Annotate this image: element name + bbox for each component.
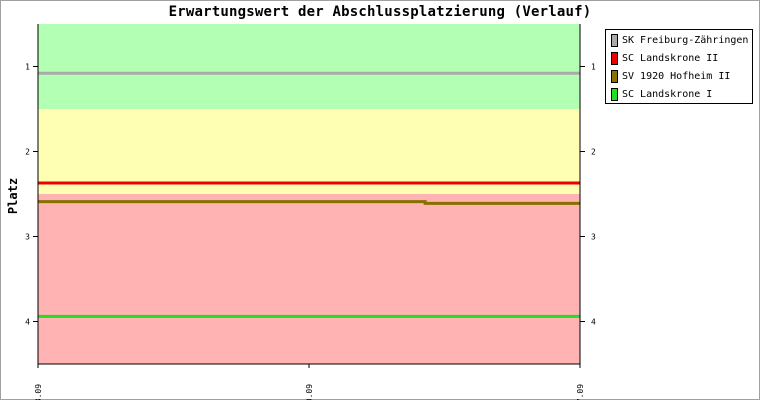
series-line [38,200,580,205]
y-tick-label: 3 [25,233,30,242]
y-tick-label: 3 [591,233,596,242]
y-tick-label: 2 [25,148,30,157]
x-tick-label: 13.09 [34,384,43,400]
y-tick-label: 2 [591,148,596,157]
y-tick-label: 4 [591,318,596,327]
background-band [38,109,580,194]
legend-swatch [611,87,618,101]
legend-item: SC Landskrone I [611,87,712,101]
legend-item: SC Landskrone II [611,51,718,65]
legend-item: SK Freiburg-Zähringen [611,33,748,47]
background-band [38,194,580,364]
legend-label: SK Freiburg-Zähringen [622,34,749,46]
y-tick-label: 1 [25,63,30,72]
x-tick-label: 20.09 [305,384,314,400]
legend-swatch [611,51,618,65]
legend-swatch [611,33,618,47]
y-tick-label: 4 [25,318,30,327]
legend-item: SV 1920 Hofheim II [611,69,730,83]
legend-label: SC Landskrone II [622,52,719,64]
legend-swatch [611,69,618,83]
legend-label: SC Landskrone I [622,88,713,100]
y-tick-label: 1 [591,63,596,72]
chart-title: Erwartungswert der Abschlussplatzierung … [168,4,592,20]
legend-label: SV 1920 Hofheim II [622,70,731,82]
background-band [38,24,580,109]
x-tick-label: 27.09 [576,384,585,400]
legend: SK Freiburg-Zähringen SC Landskrone II S… [605,29,753,104]
